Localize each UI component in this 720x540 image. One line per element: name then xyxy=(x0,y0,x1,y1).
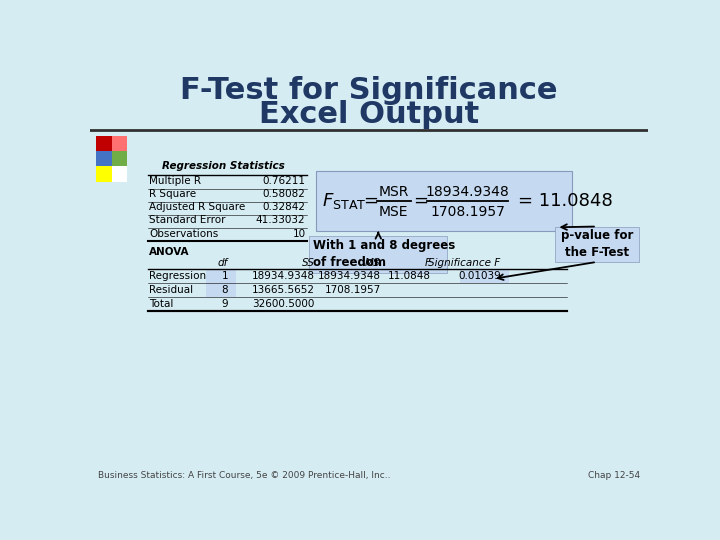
Bar xyxy=(96,136,112,151)
Text: 0.58082: 0.58082 xyxy=(263,189,305,199)
Bar xyxy=(96,166,112,182)
Text: MSE: MSE xyxy=(379,205,408,219)
Text: Business Statistics: A First Course, 5e © 2009 Prentice-Hall, Inc..: Business Statistics: A First Course, 5e … xyxy=(98,471,390,480)
Text: =: = xyxy=(363,192,378,210)
Bar xyxy=(112,136,127,151)
Text: Total: Total xyxy=(149,299,174,308)
Bar xyxy=(112,151,127,166)
Text: Significance F: Significance F xyxy=(428,258,500,268)
Text: 1708.1957: 1708.1957 xyxy=(430,205,505,219)
Text: 0.01039: 0.01039 xyxy=(458,271,500,281)
Bar xyxy=(96,151,112,166)
Bar xyxy=(309,236,446,273)
Text: MSR: MSR xyxy=(379,185,409,199)
Text: Residual: Residual xyxy=(149,285,193,295)
Text: =: = xyxy=(413,192,428,210)
Text: ANOVA: ANOVA xyxy=(149,247,189,257)
Text: MS: MS xyxy=(365,258,381,268)
Text: $\mathit{F}_{\rm STAT}$: $\mathit{F}_{\rm STAT}$ xyxy=(323,191,367,211)
Bar xyxy=(206,269,235,283)
Text: 1: 1 xyxy=(221,271,228,281)
Text: 1708.1957: 1708.1957 xyxy=(325,285,381,295)
Text: df: df xyxy=(217,258,228,268)
Text: SS: SS xyxy=(302,258,315,268)
Text: Chap 12-54: Chap 12-54 xyxy=(588,471,640,480)
Text: Regression: Regression xyxy=(149,271,206,281)
Text: R Square: R Square xyxy=(149,189,196,199)
Bar xyxy=(555,226,639,262)
Text: Adjusted R Square: Adjusted R Square xyxy=(149,202,245,212)
Text: 32600.5000: 32600.5000 xyxy=(253,299,315,308)
Text: 8: 8 xyxy=(221,285,228,295)
Text: 41.33032: 41.33032 xyxy=(256,215,305,225)
Text: p-value for
the F-Test: p-value for the F-Test xyxy=(561,229,633,259)
Text: Observations: Observations xyxy=(149,228,218,239)
Text: Multiple R: Multiple R xyxy=(149,176,201,186)
Text: F: F xyxy=(425,258,431,268)
Text: 13665.5652: 13665.5652 xyxy=(252,285,315,295)
Text: 10: 10 xyxy=(292,228,305,239)
Text: 9: 9 xyxy=(221,299,228,308)
Text: 18934.9348: 18934.9348 xyxy=(426,185,509,199)
Text: With 1 and 8 degrees
of freedom: With 1 and 8 degrees of freedom xyxy=(313,239,456,269)
Text: Standard Error: Standard Error xyxy=(149,215,225,225)
Text: 0.76211: 0.76211 xyxy=(263,176,305,186)
Text: F-Test for Significance: F-Test for Significance xyxy=(180,77,558,105)
Text: 0.32842: 0.32842 xyxy=(263,202,305,212)
Bar xyxy=(112,166,127,182)
Text: 11.0848: 11.0848 xyxy=(388,271,431,281)
Text: 18934.9348: 18934.9348 xyxy=(318,271,381,281)
Text: = 11.0848: = 11.0848 xyxy=(518,192,613,210)
Text: Regression Statistics: Regression Statistics xyxy=(162,161,285,171)
Text: Excel Output: Excel Output xyxy=(259,100,479,130)
Bar xyxy=(461,269,508,283)
Bar xyxy=(206,284,235,296)
Bar xyxy=(316,171,572,231)
Text: 18934.9348: 18934.9348 xyxy=(252,271,315,281)
